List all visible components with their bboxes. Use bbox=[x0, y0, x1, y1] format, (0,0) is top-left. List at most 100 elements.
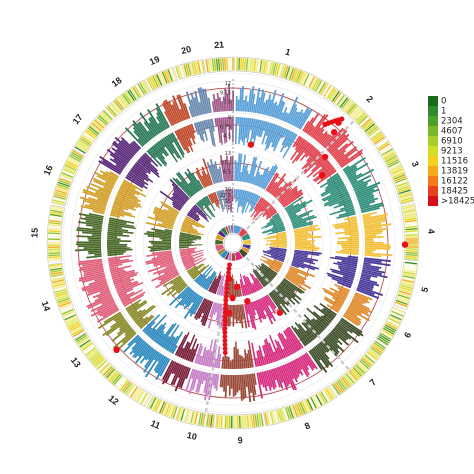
histogram-bar bbox=[364, 227, 388, 232]
histogram-bar bbox=[284, 329, 299, 352]
density-stripe bbox=[175, 66, 181, 79]
histogram-bar bbox=[247, 340, 254, 368]
density-stripe bbox=[375, 340, 386, 349]
density-stripe bbox=[394, 177, 407, 184]
chromosome-label: 11 bbox=[149, 418, 162, 431]
density-stripe bbox=[405, 255, 418, 259]
histogram-bar bbox=[160, 138, 178, 163]
histogram-bar bbox=[239, 374, 243, 401]
histogram-bar bbox=[291, 261, 316, 271]
histogram-bar bbox=[177, 128, 191, 153]
chromosome-label: 5 bbox=[419, 286, 430, 293]
density-stripe bbox=[401, 199, 414, 204]
histogram-bar bbox=[215, 303, 220, 313]
density-stripe bbox=[222, 58, 224, 71]
density-stripe bbox=[48, 246, 61, 248]
density-stripe bbox=[392, 172, 405, 178]
histogram-bar bbox=[154, 230, 172, 235]
histogram-bar bbox=[311, 348, 321, 361]
histogram-bar bbox=[272, 126, 284, 148]
density-stripe bbox=[195, 61, 199, 74]
histogram-bar bbox=[115, 164, 124, 171]
histogram-bar bbox=[133, 130, 147, 145]
histogram-bar bbox=[269, 247, 287, 251]
density-stripe bbox=[201, 60, 205, 73]
histogram-bar bbox=[240, 355, 244, 369]
density-stripe bbox=[50, 273, 63, 277]
histogram-bar bbox=[299, 356, 310, 371]
histogram-bar bbox=[217, 190, 225, 210]
density-stripe bbox=[318, 82, 326, 94]
density-stripe bbox=[131, 387, 140, 399]
density-stripe bbox=[64, 164, 77, 171]
density-stripe bbox=[157, 400, 164, 413]
histogram-bar bbox=[270, 255, 285, 261]
histogram-bar bbox=[327, 333, 339, 344]
histogram-bar bbox=[162, 204, 179, 215]
histogram-bar bbox=[255, 277, 264, 289]
density-stripe bbox=[384, 153, 396, 161]
density-stripe bbox=[305, 399, 312, 412]
histogram-bar bbox=[107, 255, 132, 260]
density-stripe bbox=[90, 353, 101, 362]
density-stripe bbox=[350, 106, 360, 117]
histogram-bar bbox=[364, 232, 382, 236]
density-stripe bbox=[84, 345, 95, 354]
histogram-bar bbox=[264, 370, 272, 391]
histogram-bar bbox=[190, 270, 199, 278]
histogram-bar bbox=[203, 372, 209, 394]
histogram-bar bbox=[263, 235, 287, 240]
histogram-bar bbox=[188, 210, 201, 220]
histogram-bar bbox=[197, 371, 204, 393]
center-cluster bbox=[214, 224, 252, 262]
density-stripe bbox=[341, 377, 350, 388]
histogram-bar bbox=[106, 148, 128, 165]
track-tick-label: 30 bbox=[225, 187, 231, 193]
density-stripe bbox=[48, 244, 61, 246]
histogram-bar bbox=[149, 116, 162, 134]
histogram-bar bbox=[127, 334, 139, 346]
histogram-bar bbox=[239, 87, 242, 112]
histogram-bar bbox=[155, 103, 171, 128]
histogram-bar bbox=[349, 234, 359, 237]
density-stripe bbox=[250, 414, 254, 428]
density-stripe bbox=[87, 350, 99, 359]
histogram-bar bbox=[348, 173, 357, 180]
histogram-bar bbox=[265, 295, 276, 310]
density-stripe bbox=[238, 58, 240, 71]
histogram-bar bbox=[144, 353, 162, 378]
density-stripe bbox=[395, 299, 408, 306]
density-stripe bbox=[264, 412, 268, 425]
histogram-bar bbox=[250, 118, 254, 131]
legend-label: 11516 bbox=[441, 157, 468, 167]
density-stripe bbox=[75, 333, 87, 341]
density-stripe bbox=[330, 89, 339, 101]
density-stripe bbox=[374, 136, 385, 145]
histogram-bar bbox=[244, 374, 248, 388]
density-stripe bbox=[361, 118, 371, 128]
density-stripe bbox=[80, 341, 92, 350]
histogram-bar bbox=[188, 263, 205, 276]
histogram-bar bbox=[236, 189, 240, 201]
highlight-dot bbox=[339, 116, 345, 122]
histogram-bar bbox=[268, 181, 278, 194]
histogram-bar bbox=[195, 122, 203, 141]
histogram-bar bbox=[211, 101, 216, 113]
histogram-bar bbox=[326, 303, 339, 313]
histogram-bar bbox=[165, 263, 175, 269]
histogram-bar bbox=[147, 216, 174, 226]
histogram-bar bbox=[336, 261, 358, 267]
density-stripe bbox=[397, 185, 410, 191]
histogram-bar bbox=[191, 206, 209, 222]
histogram-bar bbox=[321, 183, 345, 198]
chromosome-label: 4 bbox=[426, 228, 436, 234]
density-stripe bbox=[110, 103, 120, 114]
histogram-bar bbox=[203, 372, 211, 401]
density-stripe bbox=[49, 263, 62, 267]
histogram-bar bbox=[305, 112, 320, 134]
histogram-bar bbox=[78, 258, 103, 264]
histogram-bar bbox=[341, 260, 358, 265]
histogram-bar bbox=[264, 94, 272, 116]
legend-label: 13819 bbox=[441, 167, 468, 177]
density-stripe bbox=[389, 164, 402, 171]
